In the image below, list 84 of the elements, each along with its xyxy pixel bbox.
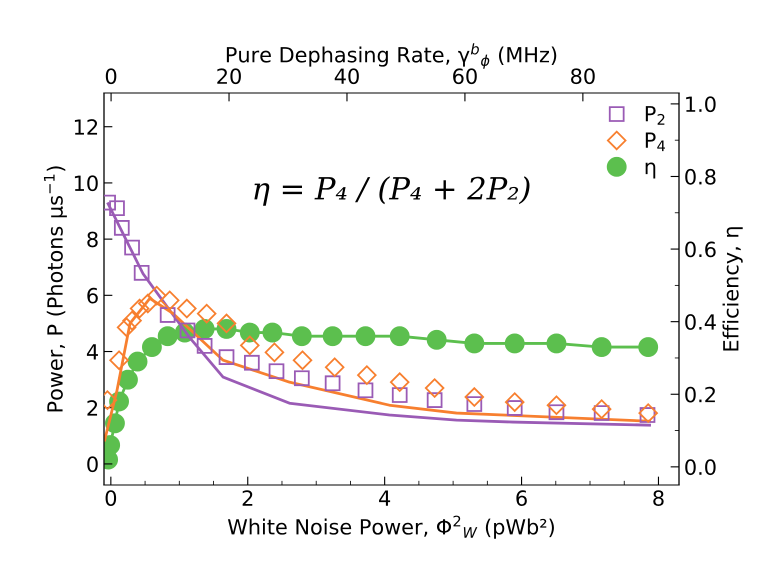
- point: [356, 326, 376, 346]
- x-tick-label: 8: [653, 490, 664, 506]
- point: [124, 240, 140, 256]
- y-tick-label: 8: [87, 232, 98, 248]
- y-tick-label: 12: [74, 119, 98, 135]
- point: [390, 326, 410, 346]
- point: [504, 334, 525, 354]
- legend-label: η: [646, 162, 656, 178]
- x2-tick-label: 40: [334, 68, 359, 84]
- point: [638, 403, 658, 423]
- y-tick-label: 2: [87, 400, 98, 416]
- point: [240, 322, 260, 342]
- legend-label: P$_{4}$: [646, 132, 666, 152]
- point: [116, 318, 136, 338]
- y2-tick-label: 0.2: [685, 386, 715, 402]
- y-tick-label: 0: [87, 456, 98, 472]
- point: [324, 375, 340, 392]
- point: [268, 363, 284, 380]
- point: [426, 330, 447, 350]
- y2-tick-label: 1.0: [686, 96, 716, 112]
- x-tick-label: 0: [106, 490, 116, 506]
- y2-tick-label: 0.6: [685, 242, 716, 258]
- point: [390, 372, 410, 392]
- point: [464, 387, 484, 407]
- y-tick-label: 10: [74, 175, 98, 192]
- x2-axis-title: Pure Dephasing Rate, γ$^{b}$$_{ϕ}$ (MHz): [226, 43, 556, 69]
- x2-tick-label: 0: [106, 68, 116, 84]
- x2-tick-label: 80: [571, 68, 595, 84]
- point: [244, 354, 260, 371]
- x-tick-label: 4: [379, 490, 390, 506]
- point: [292, 326, 312, 346]
- point: [109, 200, 125, 216]
- point: [122, 310, 142, 330]
- y-tick-label: 4: [86, 344, 98, 360]
- point: [218, 349, 234, 365]
- point: [160, 307, 176, 323]
- point: [177, 298, 197, 318]
- point: [294, 370, 310, 386]
- x2-tick-label: 60: [453, 68, 477, 84]
- point: [357, 365, 377, 385]
- point: [546, 334, 566, 354]
- point: [216, 314, 236, 334]
- point: [262, 322, 282, 342]
- point: [324, 358, 344, 378]
- point: [638, 337, 658, 358]
- y-axis-title: Power, P (Photons µs$^{−1}$): [44, 166, 67, 412]
- point: [146, 286, 166, 306]
- y2-axis-title: Efficiency, η: [722, 227, 743, 351]
- y2-tick-label: 0.4: [685, 314, 716, 330]
- x2-tick-label: 20: [217, 68, 241, 84]
- point: [196, 338, 212, 354]
- point: [292, 350, 312, 370]
- point: [592, 399, 612, 419]
- point: [504, 392, 524, 412]
- point: [264, 342, 284, 362]
- point: [128, 352, 148, 372]
- point: [322, 326, 343, 346]
- point: [194, 318, 215, 339]
- point: [138, 294, 158, 314]
- point: [134, 264, 150, 281]
- y-tick-label: 6: [87, 288, 98, 304]
- point: [392, 387, 408, 403]
- y2-tick-label: 0.8: [685, 168, 716, 185]
- point: [592, 337, 612, 358]
- point: [118, 370, 138, 390]
- point: [114, 220, 130, 236]
- point: [158, 326, 178, 346]
- x-tick-label: 6: [516, 490, 527, 506]
- y2-tick-label: 0.0: [685, 459, 716, 476]
- point: [240, 336, 260, 356]
- point: [546, 395, 566, 415]
- point: [109, 350, 129, 370]
- annotation: η = P₄ / (P₄ + 2P₂): [254, 176, 530, 206]
- point: [464, 334, 484, 354]
- point: [426, 392, 442, 408]
- point: [424, 378, 444, 398]
- point: [358, 382, 374, 398]
- x-tick-label: 2: [242, 490, 252, 506]
- point: [142, 337, 162, 358]
- point: [196, 304, 216, 324]
- x-axis-title: White Noise Power, Φ$^{2}$$_{W}$ (pWb²): [228, 516, 554, 539]
- point: [130, 298, 150, 318]
- point: [160, 290, 180, 310]
- legend-label: P$_{2}$: [646, 106, 664, 125]
